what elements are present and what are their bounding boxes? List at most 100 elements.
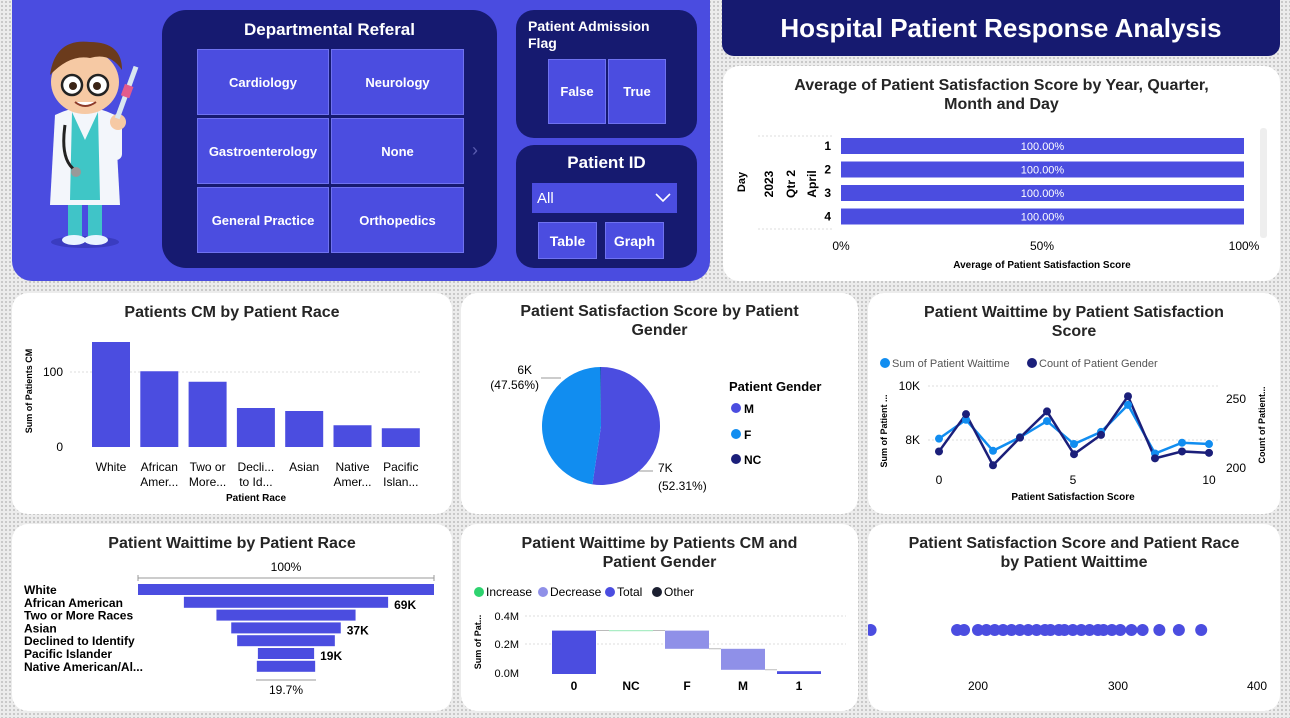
scatter-point[interactable] bbox=[1030, 624, 1043, 636]
gender-count-point[interactable] bbox=[1070, 450, 1078, 459]
admission-false-button[interactable]: False bbox=[548, 59, 606, 124]
funnel-bar[interactable] bbox=[231, 622, 341, 634]
scatter-point[interactable] bbox=[1105, 624, 1118, 636]
dept-none-button[interactable]: None bbox=[331, 118, 464, 184]
dept-neurology-button[interactable]: Neurology bbox=[331, 49, 464, 115]
scatter-point[interactable] bbox=[1136, 624, 1149, 636]
sat-bar[interactable] bbox=[841, 138, 1244, 154]
waterfall-bar[interactable] bbox=[721, 648, 765, 670]
gender-count-point[interactable] bbox=[989, 461, 997, 470]
gender-count-point[interactable] bbox=[1205, 448, 1213, 457]
race-cm-tick-label: African bbox=[141, 460, 178, 474]
sat-bar-label: 100.00% bbox=[1021, 165, 1065, 177]
funnel-bar[interactable] bbox=[216, 609, 356, 621]
gender-count-point[interactable] bbox=[1016, 433, 1024, 442]
legend-other: Other bbox=[664, 585, 694, 599]
sat-day-label: 4 bbox=[824, 210, 831, 224]
waittime-point[interactable] bbox=[935, 434, 943, 443]
scatter-point[interactable] bbox=[997, 624, 1010, 636]
scatter-title: Patient Satisfaction Score and Patient R… bbox=[908, 535, 1240, 571]
scatter-point[interactable] bbox=[1153, 624, 1166, 636]
funnel-bar[interactable] bbox=[256, 660, 316, 672]
waittime-point[interactable] bbox=[1124, 400, 1132, 409]
gender-count-point[interactable] bbox=[1151, 454, 1159, 463]
race-cm-bar[interactable] bbox=[188, 381, 227, 447]
sat-bar[interactable] bbox=[841, 161, 1244, 178]
legend-other-marker bbox=[652, 587, 662, 597]
wait-line-chart: Sum of Patient Waittime Count of Patient… bbox=[879, 358, 1267, 503]
table-button[interactable]: Table bbox=[538, 222, 597, 259]
sat-day-label: 2 bbox=[824, 163, 831, 177]
gender-count-point[interactable] bbox=[935, 447, 943, 456]
scatter-point[interactable] bbox=[958, 624, 971, 636]
sat-bar[interactable] bbox=[841, 208, 1244, 225]
graph-button[interactable]: Graph bbox=[605, 222, 664, 259]
funnel-bar[interactable] bbox=[257, 648, 315, 659]
scatter-point[interactable] bbox=[980, 624, 993, 636]
scatter-point[interactable] bbox=[868, 624, 877, 636]
race-cm-bar[interactable] bbox=[92, 342, 130, 447]
scatter-point[interactable] bbox=[1013, 624, 1026, 636]
scatter-point[interactable] bbox=[1172, 624, 1185, 636]
scatter-point[interactable] bbox=[1125, 624, 1138, 636]
funnel-bar[interactable] bbox=[183, 596, 389, 608]
wait-ytick-250: 250 bbox=[1226, 392, 1246, 406]
scatter-point[interactable] bbox=[1044, 624, 1057, 636]
gender-count-point[interactable] bbox=[962, 410, 970, 419]
gender-count-point[interactable] bbox=[1124, 392, 1132, 401]
dept-gastroenterology-button[interactable]: Gastroenterology bbox=[197, 118, 329, 184]
patient-id-dropdown[interactable]: All bbox=[532, 183, 677, 213]
patient-id-value: All bbox=[537, 190, 554, 207]
scatter-point[interactable] bbox=[972, 624, 984, 636]
dept-referal-title: Departmental Referal bbox=[243, 20, 415, 39]
scatter-point[interactable] bbox=[1022, 624, 1035, 636]
scatter-point[interactable] bbox=[1058, 624, 1071, 636]
gender-count-point[interactable] bbox=[1043, 407, 1051, 416]
race-cm-tick-label: to Id... bbox=[239, 475, 272, 489]
legend-decrease-marker bbox=[538, 587, 548, 597]
hier-day-label: Day bbox=[736, 171, 748, 192]
dept-general-practice-button[interactable]: General Practice bbox=[197, 187, 329, 253]
race-cm-bar[interactable] bbox=[236, 408, 275, 447]
funnel-bar[interactable] bbox=[237, 635, 335, 647]
waterfall-bar[interactable] bbox=[665, 630, 709, 649]
race-cm-bar[interactable] bbox=[285, 411, 324, 447]
scatter-point[interactable] bbox=[1005, 624, 1018, 636]
sat-bar[interactable] bbox=[841, 185, 1244, 201]
funnel-bar[interactable] bbox=[138, 584, 434, 595]
page-title: Hospital Patient Response Analysis bbox=[780, 12, 1222, 43]
dept-orthopedics-button[interactable]: Orthopedics bbox=[331, 187, 464, 253]
waittime-point[interactable] bbox=[1178, 438, 1186, 447]
waittime-point[interactable] bbox=[1070, 440, 1078, 449]
race-cm-bar[interactable] bbox=[333, 425, 372, 447]
waittime-point[interactable] bbox=[962, 415, 970, 424]
scatter-point[interactable] bbox=[1097, 624, 1110, 636]
pie-slice-m[interactable] bbox=[592, 367, 660, 485]
scatter-point[interactable] bbox=[1114, 624, 1127, 636]
chevron-right-icon[interactable]: › bbox=[472, 140, 478, 160]
scatter-point[interactable] bbox=[1075, 624, 1088, 636]
scatter-xtick-300: 300 bbox=[1108, 679, 1128, 693]
waittime-point[interactable] bbox=[1205, 440, 1213, 449]
dept-cardiology-button[interactable]: Cardiology bbox=[197, 49, 329, 115]
waittime-point[interactable] bbox=[989, 446, 997, 455]
scatter-point[interactable] bbox=[1195, 624, 1208, 636]
race-cm-bar[interactable] bbox=[381, 428, 420, 447]
admission-true-button[interactable]: True bbox=[608, 59, 666, 124]
waittime-point[interactable] bbox=[1043, 417, 1051, 426]
sat-xlabel: Average of Patient Satisfaction Score bbox=[953, 260, 1131, 271]
scatter-point[interactable] bbox=[1083, 624, 1096, 636]
gender-count-point[interactable] bbox=[1097, 430, 1105, 439]
waterfall-bar[interactable] bbox=[777, 671, 821, 674]
scatter-point[interactable] bbox=[1066, 624, 1079, 636]
gender-count-point[interactable] bbox=[1178, 447, 1186, 456]
scatter-point[interactable] bbox=[988, 624, 1001, 636]
funnel-category-label: Asian bbox=[24, 621, 57, 635]
pie-slice-f[interactable] bbox=[542, 367, 601, 485]
waterfall-bar[interactable] bbox=[609, 630, 653, 632]
funnel-category-label: White bbox=[24, 583, 57, 597]
waterfall-bar[interactable] bbox=[552, 630, 596, 674]
scrollbar[interactable] bbox=[1260, 128, 1267, 238]
race-cm-ytick-0: 0 bbox=[56, 440, 63, 454]
race-cm-bar[interactable] bbox=[140, 371, 179, 447]
